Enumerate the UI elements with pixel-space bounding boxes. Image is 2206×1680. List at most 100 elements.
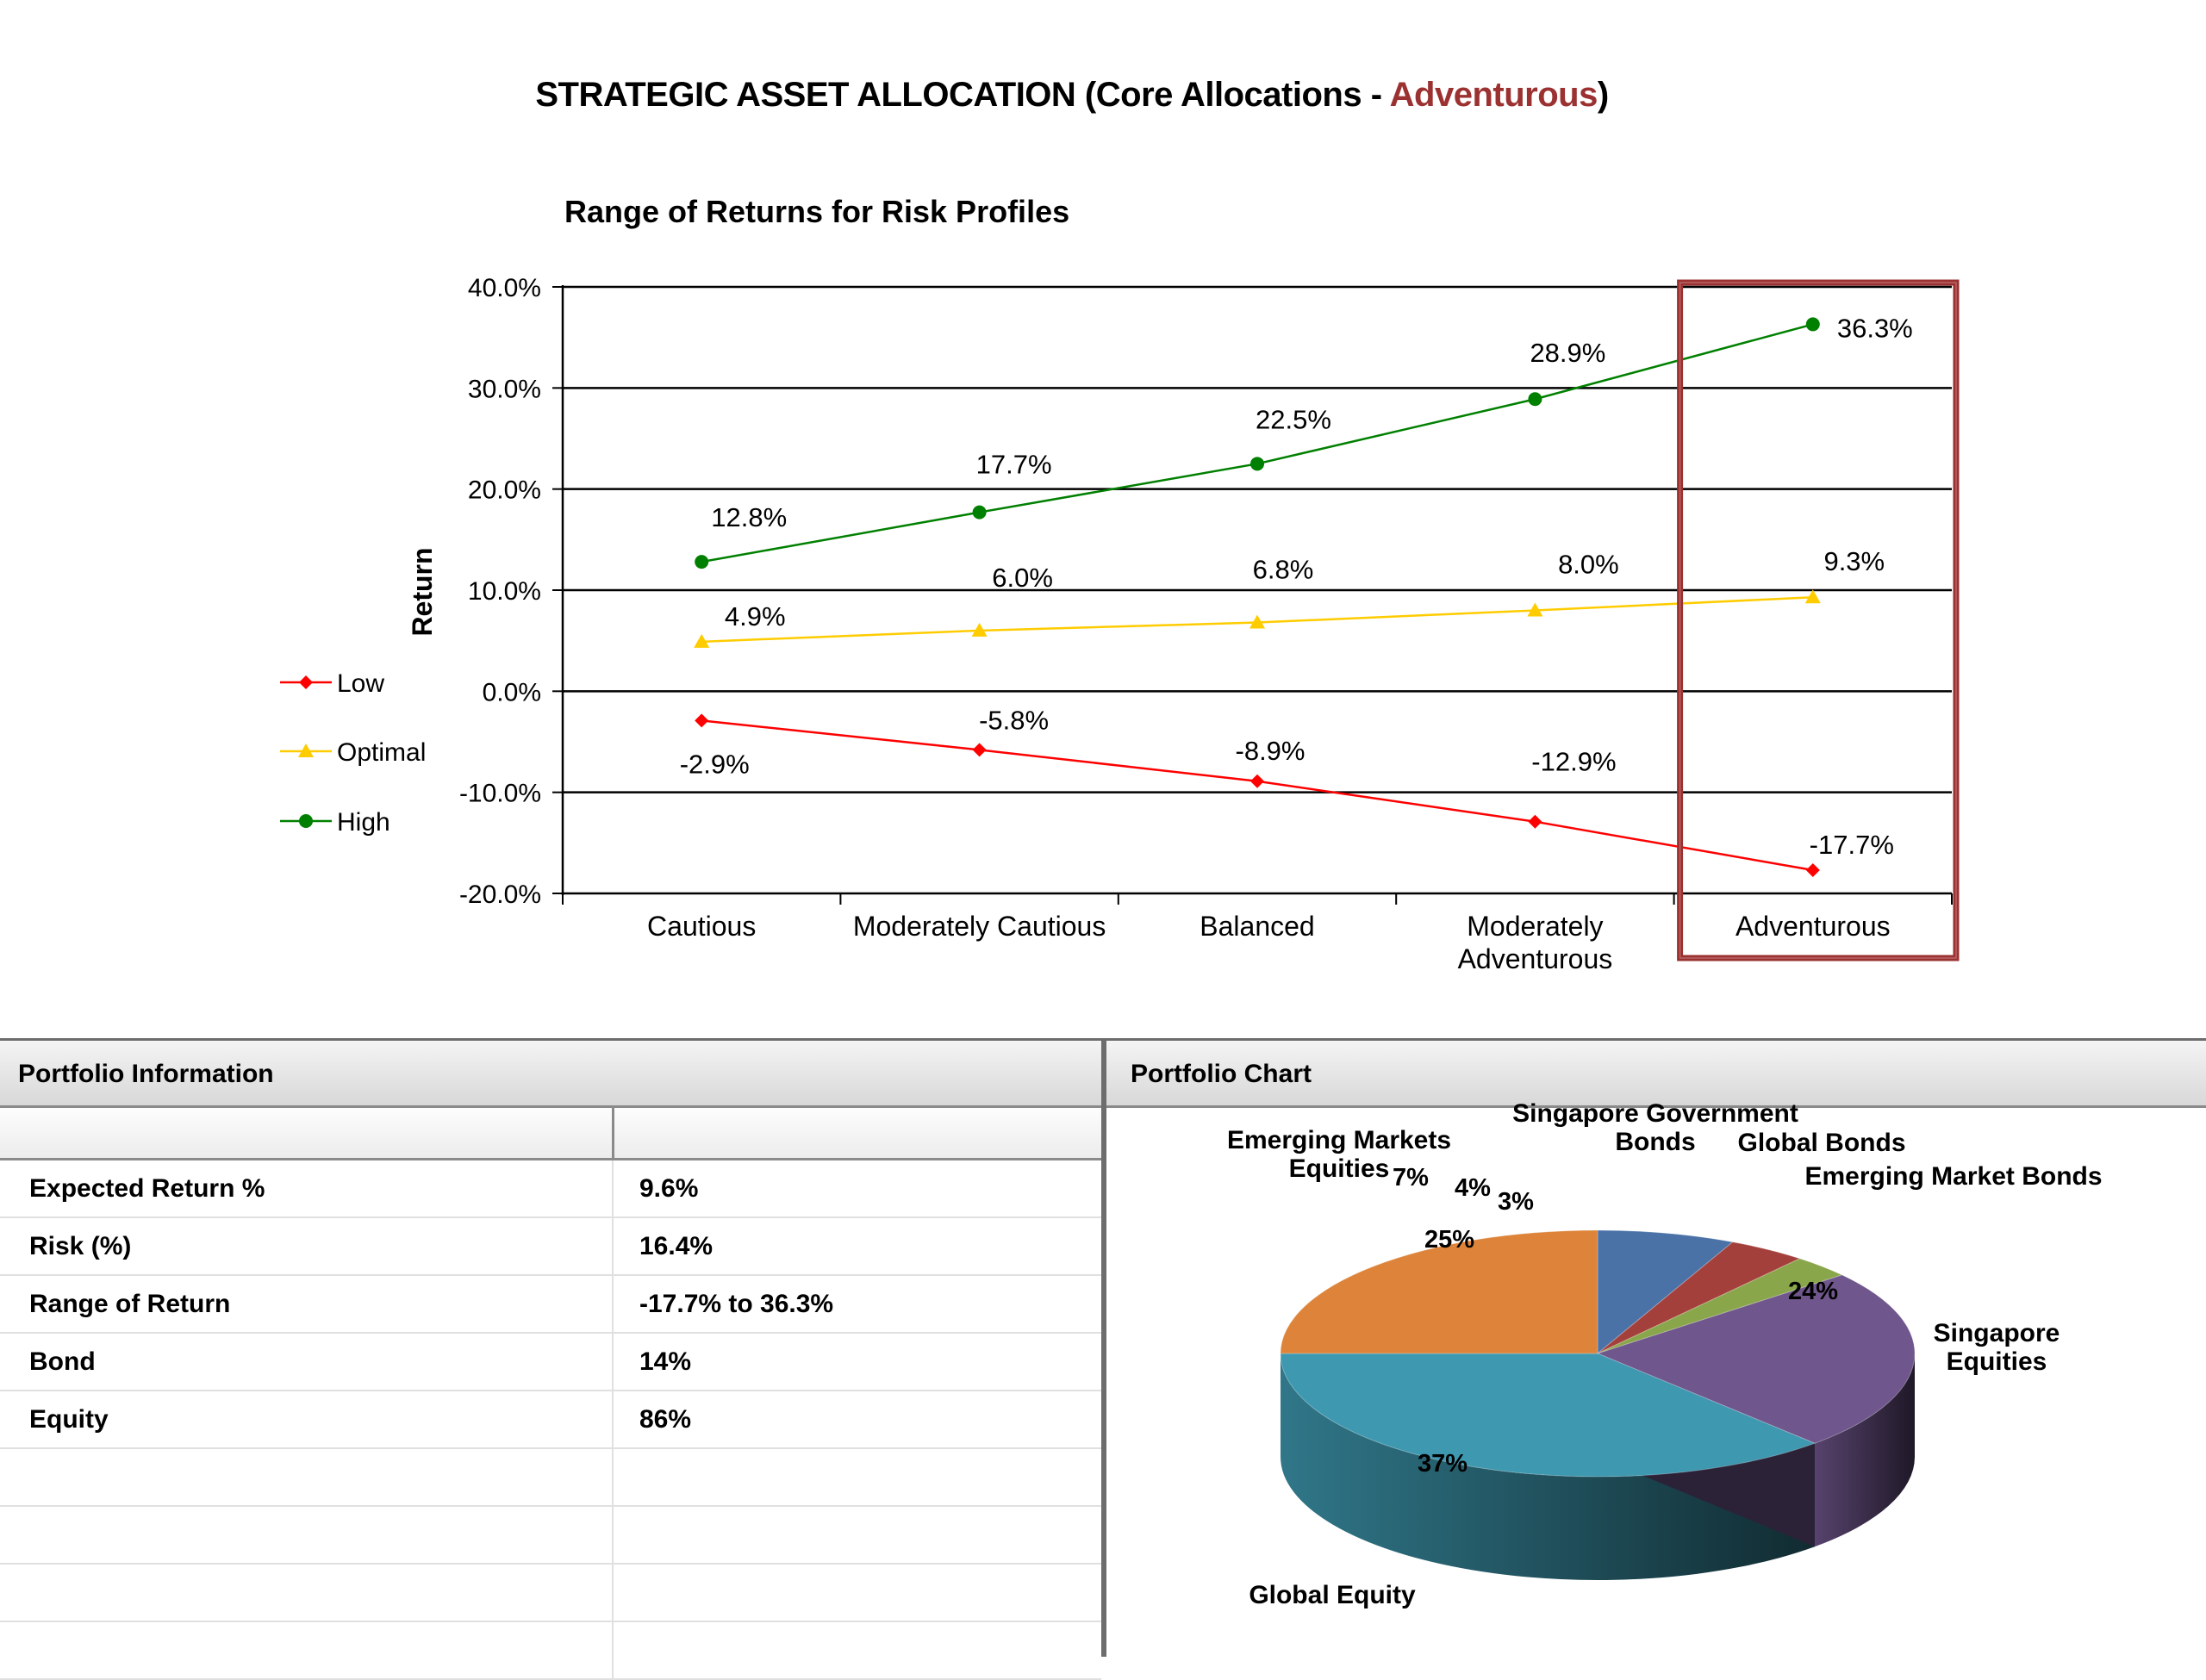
- table-row: Equity 86%: [0, 1391, 1101, 1449]
- x-tick-label: Adventurous: [1736, 911, 1891, 942]
- data-point-optimal: [1804, 589, 1821, 604]
- legend-label-low: Low: [337, 669, 384, 698]
- data-point-high: [1805, 317, 1820, 332]
- data-label-optimal: 8.0%: [1558, 549, 1619, 579]
- row-label: Expected Return %: [0, 1159, 614, 1218]
- pie-slice-global-equity: [1280, 1353, 1817, 1478]
- pie-slice-emerging-market-bonds: [1597, 1258, 1843, 1354]
- legend-marker-high: [299, 814, 313, 828]
- pie-category-label: Emerging Market Bonds: [1804, 1162, 2102, 1191]
- row-label: Bond: [0, 1333, 614, 1391]
- empty-cell: [613, 1448, 1101, 1507]
- row-value: 16.4%: [613, 1217, 1101, 1276]
- data-label-high: 17.7%: [976, 450, 1052, 480]
- table-row: Range of Return -17.7% to 36.3%: [0, 1275, 1101, 1334]
- pie-category-label: Global Equity: [1249, 1581, 1416, 1609]
- empty-cell: [0, 1506, 614, 1565]
- data-point-low: [1250, 774, 1264, 788]
- data-label-low: -2.9%: [680, 749, 750, 779]
- empty-cell: [0, 1564, 614, 1622]
- row-label: Equity: [0, 1391, 614, 1449]
- data-label-low: -12.9%: [1531, 747, 1616, 777]
- data-point-high: [695, 555, 709, 569]
- portfolio-chart-header: Portfolio Chart: [1106, 1041, 2206, 1108]
- column-header[interactable]: [613, 1108, 1101, 1160]
- table-row-empty: [0, 1564, 1101, 1622]
- data-label-optimal: 6.8%: [1253, 555, 1314, 585]
- y-axis-label: Return: [407, 547, 438, 636]
- portfolio-information-table: Expected Return % 9.6% Risk (%) 16.4% Ra…: [0, 1108, 1101, 1680]
- portfolio-information-header: Portfolio Information: [0, 1041, 1101, 1108]
- y-tick-label: 30.0%: [468, 375, 541, 403]
- data-label-high: 28.9%: [1530, 338, 1605, 368]
- table-row-empty: [0, 1448, 1101, 1507]
- pie-category-label: Emerging Markets Equities: [1227, 1126, 1451, 1183]
- data-point-high: [1528, 392, 1542, 407]
- data-point-low: [695, 713, 709, 728]
- data-point-optimal: [1527, 602, 1543, 617]
- table-row-empty: [0, 1506, 1101, 1565]
- x-tick-label: Moderately Adventurous: [1458, 911, 1613, 974]
- table-row: Risk (%) 16.4%: [0, 1217, 1101, 1276]
- pie-slice-singapore-government-bonds: [1597, 1229, 1734, 1355]
- legend-marker-low: [299, 675, 313, 689]
- highlight-box-inner: [1679, 282, 1957, 959]
- row-label: Risk (%): [0, 1217, 614, 1276]
- column-header[interactable]: [0, 1108, 614, 1160]
- chart-title: Range of Returns for Risk Profiles: [564, 194, 1069, 229]
- pie-category-label: Singapore Government Bonds: [1512, 1099, 1798, 1156]
- y-tick-label: -10.0%: [459, 780, 541, 808]
- legend-marker-optimal: [298, 744, 314, 757]
- table-row: Bond 14%: [0, 1333, 1101, 1391]
- data-point-low: [1528, 814, 1542, 829]
- data-label-high: 12.8%: [711, 502, 787, 532]
- data-point-optimal: [1249, 614, 1265, 629]
- allocation-pie-chart: 7% 4% 3% 24% 37% 25% Singapore Government Bonds…: [1227, 1099, 2103, 1609]
- row-value: 86%: [613, 1391, 1101, 1449]
- y-tick-label: 20.0%: [468, 476, 541, 505]
- page-title-accent: Adventurous: [1389, 76, 1598, 114]
- pie-percent-label: 24%: [1788, 1278, 1838, 1305]
- page-title: STRATEGIC ASSET ALLOCATION (Core Allocat…: [0, 76, 2144, 115]
- x-tick-label: Cautious: [647, 911, 756, 942]
- legend-label-high: High: [337, 808, 390, 837]
- y-tick-label: 40.0%: [468, 274, 541, 302]
- portfolio-information-panel: Portfolio Information Expected Return % …: [0, 1038, 1106, 1680]
- pie-percent-label: 25%: [1424, 1226, 1474, 1254]
- pie-slice-emerging-markets-equities: [1280, 1229, 1598, 1354]
- y-tick-label: 10.0%: [468, 577, 541, 606]
- data-label-low: -5.8%: [979, 705, 1049, 735]
- pie-category-label: Global Bonds: [1738, 1129, 1906, 1157]
- pie-slice-singapore-equities: [1596, 1274, 1916, 1444]
- table-row: Expected Return % 9.6%: [0, 1159, 1101, 1218]
- pie-percent-label: 3%: [1498, 1188, 1534, 1216]
- empty-cell: [613, 1506, 1101, 1565]
- data-point-low: [1805, 863, 1820, 878]
- data-point-optimal: [694, 633, 710, 648]
- x-tick-label: Balanced: [1200, 911, 1314, 942]
- y-tick-label: 0.0%: [483, 678, 541, 706]
- empty-cell: [613, 1621, 1101, 1680]
- data-point-high: [972, 505, 987, 520]
- data-point-optimal: [971, 622, 988, 637]
- data-label-low: -8.9%: [1236, 736, 1306, 766]
- data-point-low: [972, 743, 987, 757]
- return-range-line-chart: Range of Returns for Risk Profiles 40.0% 3…: [280, 194, 1960, 974]
- data-label-optimal: 4.9%: [725, 601, 786, 632]
- series-line-high: [701, 323, 1814, 563]
- row-value: 14%: [613, 1333, 1101, 1391]
- pie-side-singapore-equities: [1814, 1353, 1915, 1547]
- table-header-row: [0, 1108, 1101, 1160]
- data-label-low: -17.7%: [1810, 830, 1894, 860]
- row-label: Range of Return: [0, 1275, 614, 1334]
- data-label-high: 36.3%: [1837, 313, 1913, 343]
- table-row-empty: [0, 1621, 1101, 1680]
- x-tick-label: Moderately Cautious: [853, 911, 1106, 942]
- empty-cell: [0, 1448, 614, 1507]
- data-label-optimal: 9.3%: [1823, 546, 1885, 576]
- pie-percent-label: 37%: [1418, 1450, 1468, 1478]
- legend-label-optimal: Optimal: [337, 738, 426, 767]
- page-title-prefix: STRATEGIC ASSET ALLOCATION (Core Allocat…: [535, 76, 1390, 114]
- data-point-high: [1250, 457, 1264, 471]
- pie-side-global-equity: [1281, 1353, 1815, 1580]
